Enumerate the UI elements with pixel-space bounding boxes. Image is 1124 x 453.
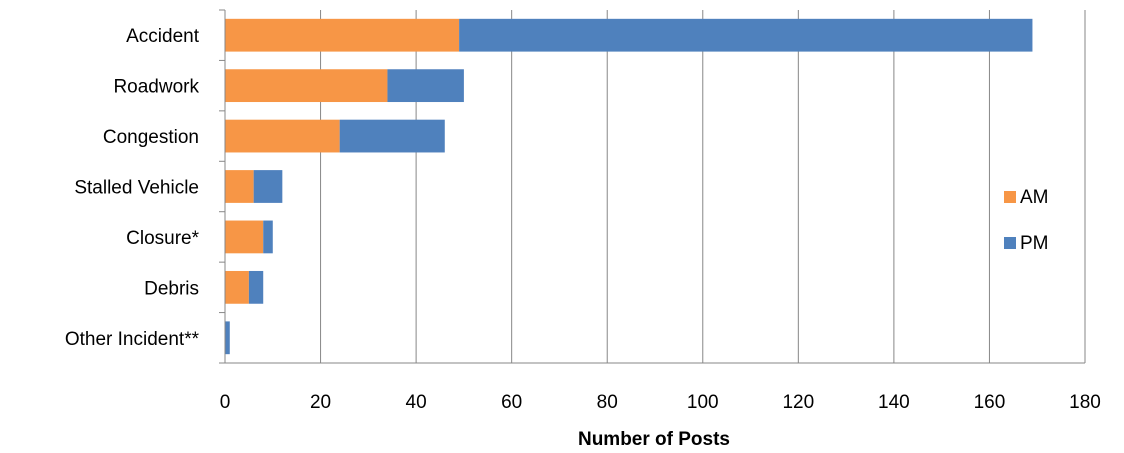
- x-axis-title: Number of Posts: [578, 429, 730, 450]
- category-labels: Accident Roadwork Congestion Stalled Vehicl…: [65, 26, 200, 350]
- bar-am-congestion: [225, 119, 340, 153]
- legend-swatch-pm: [1004, 237, 1016, 249]
- bar-pm-other-incident: [225, 321, 230, 355]
- x-tick-label: 40: [406, 392, 427, 413]
- legend-label-pm: PM: [1020, 233, 1049, 254]
- category-label: Congestion: [103, 127, 199, 148]
- category-label: Accident: [126, 26, 200, 47]
- bar-am-accident: [225, 18, 460, 52]
- bar-pm-accident: [459, 18, 1033, 52]
- legend: AM PM: [1004, 187, 1049, 254]
- bar-pm-congestion: [339, 119, 445, 153]
- category-label: Closure*: [126, 228, 199, 249]
- bar-am-stalled-vehicle: [225, 170, 254, 203]
- x-tick-label: 160: [974, 392, 1006, 413]
- gridlines: [320, 10, 1086, 363]
- x-tick-label: 80: [597, 392, 618, 413]
- x-tick-label: 100: [687, 392, 719, 413]
- bars: [225, 18, 1033, 355]
- category-label: Roadwork: [113, 77, 199, 98]
- bar-pm-debris: [248, 270, 264, 304]
- x-tick-label: 60: [501, 392, 522, 413]
- bar-am-debris: [225, 270, 249, 304]
- x-tick-labels: 0 20 40 60 80 100 120 140 160 180: [220, 392, 1101, 413]
- x-tick-label: 20: [310, 392, 331, 413]
- x-tick-label: 180: [1069, 392, 1101, 413]
- x-tick-label: 0: [220, 392, 231, 413]
- category-label: Other Incident**: [65, 329, 200, 350]
- category-label: Debris: [144, 278, 199, 299]
- bar-am-closure: [225, 220, 264, 254]
- bar-pm-closure: [263, 220, 273, 254]
- legend-swatch-am: [1004, 191, 1016, 203]
- axes: [219, 9, 1085, 364]
- x-tick-label: 140: [878, 392, 910, 413]
- bar-am-roadwork: [225, 69, 388, 103]
- category-label: Stalled Vehicle: [74, 178, 199, 199]
- bar-pm-stalled-vehicle: [253, 170, 283, 203]
- x-tick-label: 120: [782, 392, 814, 413]
- bar-pm-roadwork: [387, 69, 464, 103]
- legend-label-am: AM: [1020, 187, 1049, 208]
